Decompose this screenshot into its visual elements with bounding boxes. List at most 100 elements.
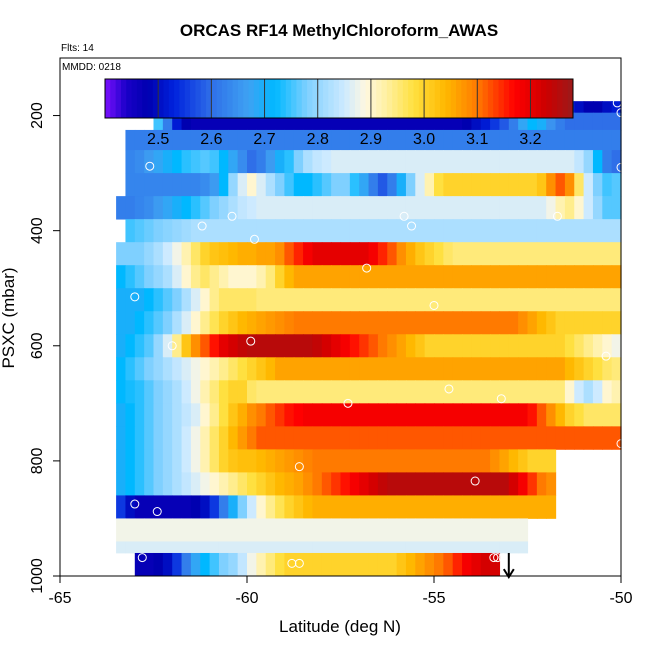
heatmap-cell	[349, 173, 360, 197]
sample-point	[197, 221, 207, 231]
heatmap-cell	[546, 403, 557, 427]
heatmap-cell	[275, 472, 285, 496]
heatmap-cell	[602, 334, 613, 358]
heatmap-cell	[508, 173, 519, 197]
heatmap-cell	[564, 219, 575, 243]
colorbar-segment	[482, 79, 489, 118]
heatmap-cell	[312, 380, 323, 404]
heatmap-cell	[564, 242, 575, 266]
colorbar-segment	[466, 79, 473, 118]
heatmap-cell	[247, 265, 257, 289]
heatmap-cell	[602, 219, 613, 243]
heatmap-cell	[480, 472, 491, 496]
heatmap-cell	[592, 426, 603, 450]
colorbar-segment	[142, 79, 149, 118]
heatmap-cell	[125, 357, 136, 381]
heatmap-cell	[284, 495, 295, 519]
heatmap-cell	[415, 173, 426, 197]
heatmap-cell	[564, 129, 575, 151]
y-tick-label: 1000	[29, 558, 46, 594]
heatmap-cell	[602, 150, 613, 174]
heatmap-cell	[303, 518, 314, 542]
heatmap-cell	[256, 219, 267, 243]
heatmap-cell	[200, 173, 211, 197]
heatmap-cell	[265, 518, 276, 542]
heatmap-cell	[368, 311, 379, 335]
heatmap-cell	[134, 311, 145, 335]
heatmap-cell	[583, 265, 594, 289]
heatmap-cell	[293, 265, 304, 289]
heatmap-cell	[247, 196, 257, 220]
heatmap-cell	[415, 150, 426, 174]
heatmap-cell	[247, 334, 257, 358]
heatmap-cell	[583, 219, 594, 243]
heatmap-cell	[592, 265, 603, 289]
heatmap-cell	[434, 426, 444, 450]
heatmap-cell	[200, 541, 211, 554]
heatmap-cell	[237, 552, 248, 577]
heatmap-cell	[162, 150, 173, 174]
heatmap-cell	[190, 357, 201, 381]
heatmap-cell	[321, 219, 332, 243]
heatmap-cell	[359, 403, 370, 427]
colorbar-segment	[370, 79, 377, 118]
heatmap-cell	[340, 112, 351, 131]
heatmap-cell	[387, 334, 398, 358]
colorbar-segment	[333, 79, 340, 118]
heatmap-cell	[293, 403, 304, 427]
colorbar-segment	[296, 79, 303, 118]
flights-label: Flts: 14	[61, 43, 94, 54]
heatmap-cell	[555, 288, 566, 312]
heatmap-cell	[424, 150, 435, 174]
heatmap-cell	[200, 196, 211, 220]
colorbar-segment	[280, 79, 287, 118]
heatmap-cell	[480, 518, 491, 542]
heatmap-cell	[331, 112, 342, 131]
heatmap-cell	[405, 403, 416, 427]
heatmap-cell	[275, 380, 285, 404]
heatmap-cell	[144, 265, 155, 289]
heatmap-cell	[331, 449, 342, 473]
heatmap-cell	[116, 426, 127, 450]
heatmap-cell	[312, 472, 323, 496]
heatmap-cell	[574, 129, 585, 151]
heatmap-cell	[387, 518, 398, 542]
heatmap-cell	[396, 357, 407, 381]
heatmap-cell	[574, 357, 585, 381]
heatmap-cell	[368, 518, 379, 542]
heatmap-cell	[443, 242, 454, 266]
heatmap-cell	[181, 311, 192, 335]
heatmap-cell	[209, 449, 220, 473]
colorbar-tick-label: 2.6	[200, 131, 222, 148]
heatmap-cell	[200, 357, 211, 381]
heatmap-cell	[415, 403, 426, 427]
sample-point	[362, 263, 372, 273]
heatmap-cell	[321, 173, 332, 197]
heatmap-cell	[415, 357, 426, 381]
sample-point	[493, 553, 503, 563]
heatmap-cell	[144, 495, 155, 519]
sample-point	[489, 553, 499, 563]
heatmap-cell	[228, 173, 239, 197]
heatmap-cell	[172, 129, 183, 151]
heatmap-cell	[209, 380, 220, 404]
heatmap-cell	[275, 311, 285, 335]
colorbar-tick-label: 3.1	[466, 131, 488, 148]
heatmap-cell	[471, 173, 482, 197]
colorbar-segment	[264, 79, 271, 118]
colorbar-segment	[131, 79, 138, 118]
heatmap-cell	[602, 403, 613, 427]
colorbar-segment	[179, 79, 186, 118]
heatmap-cell	[284, 129, 295, 151]
heatmap-cell	[377, 242, 388, 266]
heatmap-cell	[434, 150, 444, 174]
heatmap-cell	[368, 552, 379, 577]
heatmap-cell	[312, 150, 323, 174]
heatmap-cell	[312, 518, 323, 542]
heatmap-cell	[190, 112, 201, 131]
heatmap-cell	[265, 541, 276, 554]
heatmap-cell	[583, 288, 594, 312]
colorbar-segment	[509, 79, 515, 118]
heatmap-cell	[237, 472, 248, 496]
heatmap-cell	[218, 265, 229, 289]
